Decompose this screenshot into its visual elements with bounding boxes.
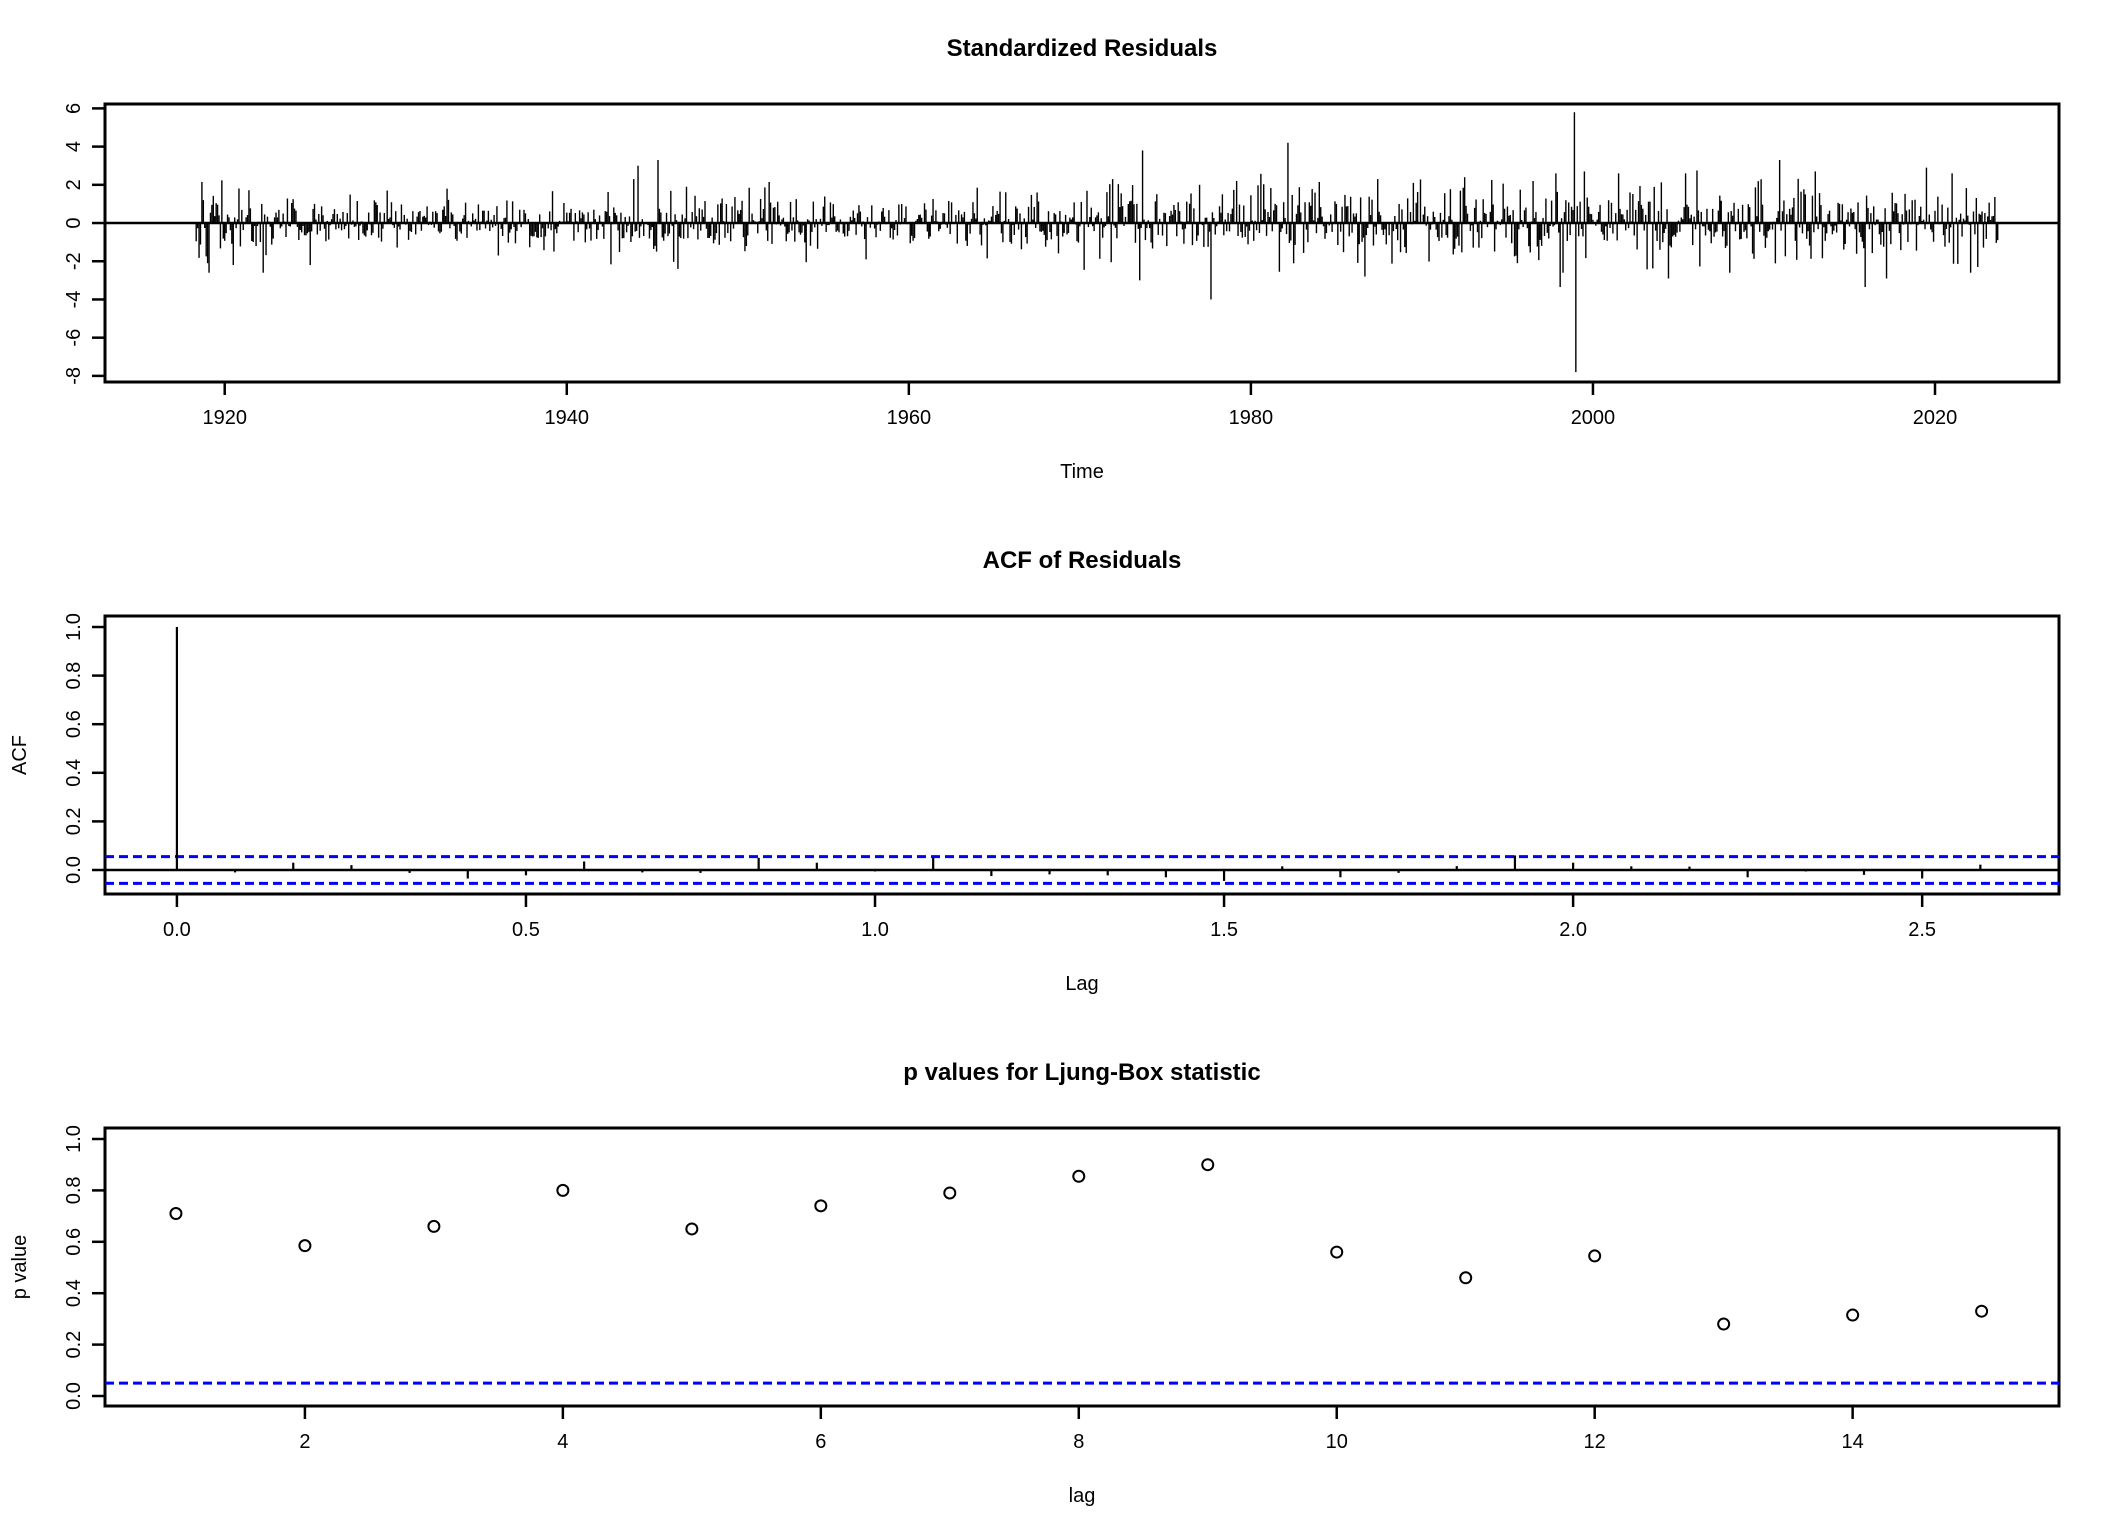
- y-tick-label: 0.4: [63, 759, 85, 787]
- y-tick-label: 0: [63, 217, 85, 228]
- pvalue-point: [298, 1239, 312, 1253]
- y-axis-title: ACF: [9, 735, 31, 775]
- x-tick-label: 1980: [1229, 407, 1274, 429]
- pvalue-point: [814, 1199, 828, 1213]
- y-tick-label: 2: [63, 179, 85, 190]
- pvalue-point: [1072, 1169, 1086, 1183]
- x-tick-label: 2.0: [1559, 919, 1587, 941]
- acf-chart: ACF of Residuals 0.0 0.5 1.0 1.5 2.0 2.51.00.…: [9, 547, 2061, 995]
- chart-title: p values for Ljung-Box statistic: [903, 1059, 1260, 1086]
- standardized-residuals-panel: Standardized Residuals 1920 1940 1960 1980 2…: [0, 0, 2112, 512]
- plot-area: 0.0 0.5 1.0 1.5 2.0 2.5 1.0 0.8 0.6 0.4 0.2 0.0: [63, 613, 2061, 941]
- x-tick-label: 0.5: [512, 919, 540, 941]
- ljung-box-chart: p values for Ljung-Box statistic 2 4 6 8 10 1…: [9, 1059, 2061, 1507]
- x-tick-label: 1.0: [861, 919, 889, 941]
- pvalue-point: [1588, 1249, 1602, 1263]
- ljung-box-panel: p values for Ljung-Box statistic 2 4 6 8 10 1…: [0, 1024, 2112, 1536]
- y-tick-label: 4: [63, 141, 85, 152]
- pvalue-point: [1201, 1158, 1215, 1172]
- y-tick-label: 0.4: [63, 1279, 85, 1307]
- x-tick-label: 2020: [1913, 407, 1958, 429]
- pvalue-point: [1330, 1245, 1344, 1259]
- y-tick-label: 0.0: [63, 856, 85, 884]
- x-tick-label: 10: [1326, 1431, 1348, 1453]
- x-tick-label: 4: [557, 1431, 568, 1453]
- y-tick-label: -2: [63, 252, 85, 270]
- x-axis-title: lag: [1069, 1485, 1096, 1507]
- plot-area: 2 4 6 8 10 12 14 1.0 0.8 0.6 0.4 0.2 0.0: [63, 1125, 2061, 1453]
- x-tick-label: 12: [1584, 1431, 1606, 1453]
- chart-title: Standardized Residuals: [947, 35, 1218, 62]
- y-tick-label: 6: [63, 103, 85, 114]
- acf-panel: ACF of Residuals 0.0 0.5 1.0 1.5 2.0 2.5 1.0 0.…: [0, 512, 2112, 1024]
- y-tick-label: 0.2: [63, 807, 85, 835]
- y-tick-label: -4: [63, 291, 85, 309]
- pvalue-point: [427, 1219, 441, 1233]
- y-tick-label: 0.8: [63, 662, 85, 690]
- y-tick-label: 0.6: [63, 1228, 85, 1256]
- chart-title: ACF of Residuals: [983, 547, 1182, 574]
- y-tick-label: 0.6: [63, 710, 85, 738]
- pvalue-point: [1846, 1308, 1860, 1322]
- x-tick-label: 8: [1073, 1431, 1084, 1453]
- x-tick-label: 1960: [887, 407, 932, 429]
- x-tick-label: 2000: [1571, 407, 1616, 429]
- pvalue-point: [556, 1183, 570, 1197]
- y-tick-label: -6: [63, 329, 85, 347]
- y-tick-label: -8: [63, 367, 85, 385]
- x-tick-label: 14: [1842, 1431, 1864, 1453]
- x-axis-title: Lag: [1065, 973, 1098, 995]
- pvalue-point: [1717, 1317, 1731, 1331]
- pvalue-point: [1975, 1304, 1989, 1318]
- pvalue-point: [685, 1222, 699, 1236]
- y-axis-title: p value: [9, 1235, 31, 1300]
- x-tick-label: 0.0: [163, 919, 191, 941]
- pvalue-point: [943, 1186, 957, 1200]
- plot-area: 1920 1940 1960 1980 2000 2020 6 4 2 0 -2 -4 -6 -8: [63, 102, 2061, 429]
- y-tick-label: 1.0: [63, 613, 85, 641]
- x-tick-label: 1920: [202, 407, 247, 429]
- y-tick-label: 0.8: [63, 1176, 85, 1204]
- x-tick-label: 1.5: [1210, 919, 1238, 941]
- y-tick-label: 0.2: [63, 1331, 85, 1359]
- standardized-residuals-chart: Standardized Residuals 1920 1940 1960 1980 2…: [63, 35, 2061, 483]
- pvalue-point: [1459, 1271, 1473, 1285]
- x-tick-label: 6: [815, 1431, 826, 1453]
- y-tick-label: 1.0: [63, 1125, 85, 1153]
- x-tick-label: 1940: [545, 407, 590, 429]
- y-tick-label: 0.0: [63, 1382, 85, 1410]
- plot-box: [103, 1126, 2061, 1408]
- x-axis-title: Time: [1060, 461, 1104, 483]
- x-tick-label: 2.5: [1908, 919, 1936, 941]
- pvalue-point: [169, 1207, 183, 1221]
- plot-box: [103, 614, 2061, 896]
- x-tick-label: 2: [299, 1431, 310, 1453]
- plot-box: [103, 102, 2061, 384]
